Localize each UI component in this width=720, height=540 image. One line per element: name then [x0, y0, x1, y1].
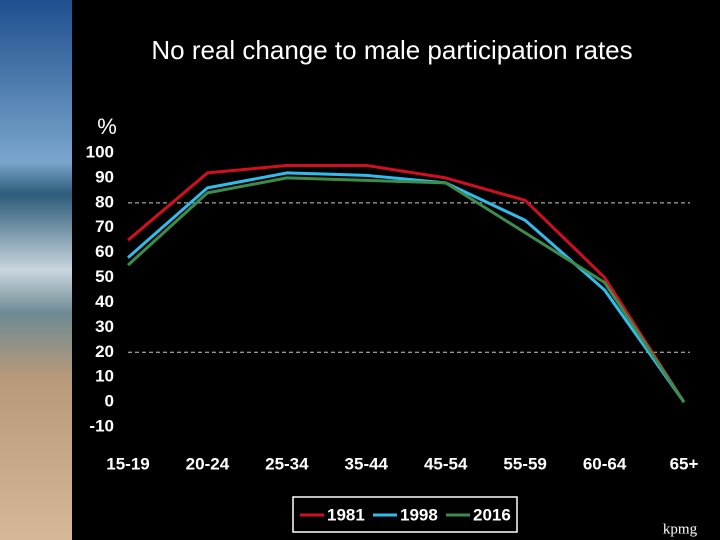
y-tick-label: 90: [95, 167, 114, 186]
y-tick-label: 70: [95, 217, 114, 236]
x-tick-label: 65+: [670, 454, 699, 473]
y-tick-label: 10: [95, 367, 114, 386]
legend-label: 2016: [473, 505, 511, 524]
logo: kpmg: [663, 521, 698, 537]
y-axis-label: %: [97, 114, 117, 139]
y-tick-label: 60: [95, 242, 114, 261]
series-line: [127, 171, 686, 403]
legend-box: [292, 496, 518, 533]
legend-label: 1998: [400, 505, 438, 524]
y-tick-label: 30: [95, 317, 114, 336]
y-tick-label: 100: [86, 142, 114, 161]
y-tick-label: -10: [89, 416, 114, 435]
series-line: [126, 176, 686, 403]
y-tick-label: 20: [95, 342, 114, 361]
y-tick-label: 40: [95, 292, 114, 311]
x-tick-label: 55-59: [503, 454, 546, 473]
x-tick-label: 15-19: [106, 454, 149, 473]
x-tick-label: 35-44: [345, 454, 389, 473]
y-tick-label: 80: [95, 192, 114, 211]
y-tick-label: 0: [105, 392, 114, 411]
x-tick-label: 25-34: [265, 454, 309, 473]
x-tick-label: 60-64: [583, 454, 627, 473]
y-tick-label: 50: [95, 267, 114, 286]
series-line: [127, 163, 686, 403]
chart-title: No real change to male participation rat…: [151, 35, 632, 65]
x-tick-label: 45-54: [424, 454, 468, 473]
legend-label: 1981: [327, 505, 365, 524]
x-tick-label: 20-24: [186, 454, 230, 473]
beach-photo: [0, 0, 72, 540]
